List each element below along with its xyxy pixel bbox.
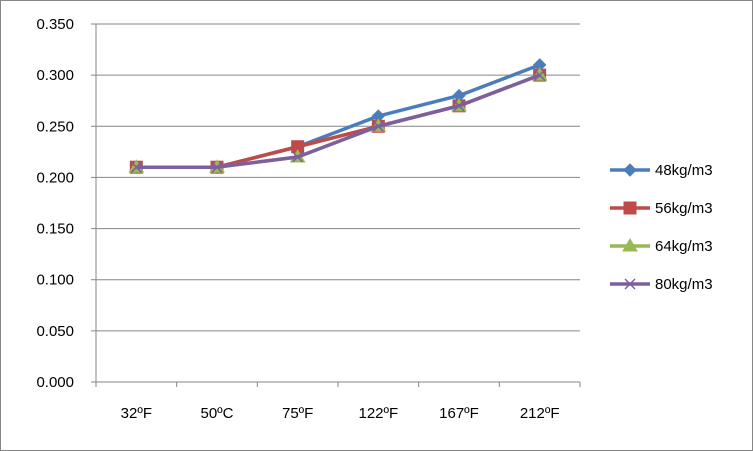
y-tick-label: 0.100 <box>36 272 74 289</box>
x-tick-label: 212ºF <box>520 405 560 422</box>
legend-label: 56kg/m3 <box>655 200 713 217</box>
data-point <box>534 69 546 81</box>
legend-item: 80kg/m3 <box>610 276 713 293</box>
legend-marker <box>623 201 637 215</box>
legend-label: 48kg/m3 <box>655 162 713 179</box>
legend-item: 48kg/m3 <box>610 162 713 179</box>
data-point <box>130 161 142 173</box>
legend-item: 64kg/m3 <box>610 238 713 255</box>
series-layer <box>128 58 548 174</box>
series-80kg/m3 <box>130 69 546 173</box>
series-line <box>136 73 541 169</box>
data-point <box>211 161 223 173</box>
legend-label: 64kg/m3 <box>655 238 713 255</box>
y-tick-label: 0.150 <box>36 221 74 238</box>
gridlines <box>96 23 580 332</box>
data-point <box>292 151 304 163</box>
x-axis-tick-labels: 32ºF 50ºC 75ºF 122ºF 167ºF 212ºF <box>121 405 560 422</box>
axes <box>91 23 581 387</box>
x-tick-label: 50ºC <box>201 405 234 422</box>
legend-item: 56kg/m3 <box>610 200 713 217</box>
y-axis-tick-labels: 0.000 0.050 0.100 0.150 0.200 0.250 0.300 0.350 <box>36 16 74 391</box>
series-48kg/m3 <box>129 58 547 174</box>
legend-marker <box>623 163 637 177</box>
y-tick-label: 0.350 <box>36 16 74 33</box>
y-tick-label: 0.300 <box>36 67 74 84</box>
series-64kg/m3 <box>128 67 548 173</box>
data-point <box>453 100 465 112</box>
legend-marker <box>624 278 636 290</box>
x-tick-label: 75ºF <box>282 405 313 422</box>
y-tick-label: 0.250 <box>36 118 74 135</box>
data-point <box>372 120 384 132</box>
x-tick-label: 167ºF <box>439 405 479 422</box>
legend: 48kg/m3 56kg/m3 64kg/m3 80kg/m3 <box>610 162 713 293</box>
y-tick-label: 0.050 <box>36 323 74 340</box>
y-tick-label: 0.200 <box>36 169 74 186</box>
legend-label: 80kg/m3 <box>655 276 713 293</box>
x-tick-label: 32ºF <box>121 405 152 422</box>
x-tick-label: 122ºF <box>358 405 398 422</box>
y-tick-label: 0.000 <box>36 374 74 391</box>
legend-marker <box>622 238 638 252</box>
series-line <box>136 63 541 169</box>
